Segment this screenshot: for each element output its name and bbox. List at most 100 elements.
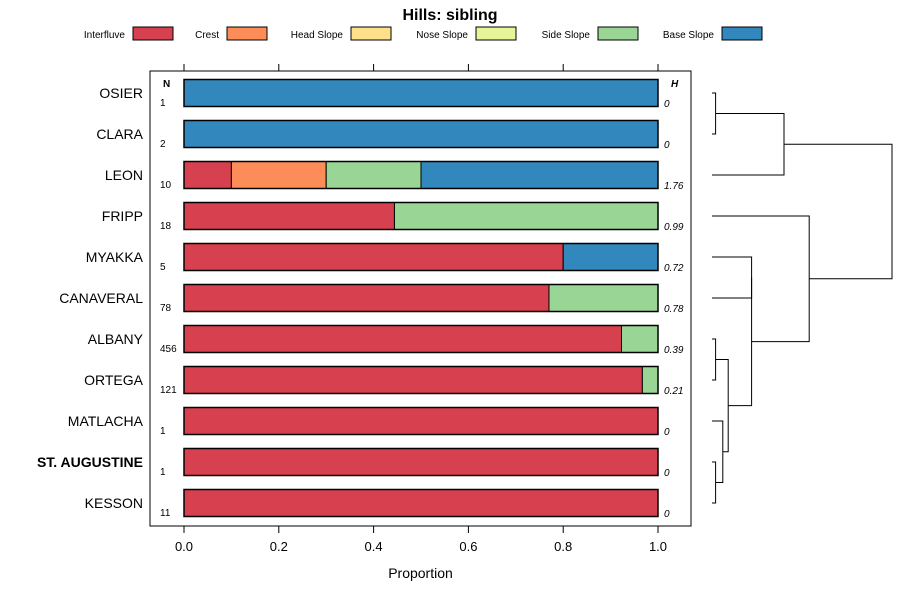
bar-segment-interfluve — [183, 284, 550, 312]
row-fripp: FRIPP 18 0.99 — [102, 201, 684, 233]
legend-label-side-slope: Side Slope — [542, 30, 591, 41]
dendrogram — [712, 92, 893, 504]
h-value: 0 — [664, 99, 670, 110]
row-st-augustine: ST. AUGUSTINE 1 0 — [37, 447, 670, 479]
bar-outline — [183, 201, 659, 231]
bar-outline — [183, 447, 659, 477]
category-label: LEON — [105, 167, 143, 183]
row-kesson: KESSON 11 0 — [85, 488, 670, 520]
plot-frame — [149, 70, 692, 527]
bar-segment-interfluve — [183, 407, 659, 435]
category-label: CLARA — [96, 126, 143, 142]
bar-segment-base-slope — [183, 79, 659, 107]
legend-swatch-interfluve — [132, 26, 174, 41]
dendrogram-link — [712, 92, 717, 135]
h-column-header: H — [671, 79, 679, 90]
category-label: MYAKKA — [86, 249, 144, 265]
category-label: ALBANY — [88, 331, 144, 347]
legend-label-interfluve: Interfluve — [84, 30, 126, 41]
row-matlacha: MATLACHA 1 0 — [68, 406, 670, 438]
row-osier: OSIER 1 0 — [99, 78, 670, 110]
n-value: 1 — [160, 98, 166, 109]
row-leon: LEON 10 1.76 — [105, 160, 684, 192]
category-label: MATLACHA — [68, 413, 144, 429]
bar-segment-side-slope — [393, 202, 659, 230]
n-column-header: N — [163, 79, 170, 90]
legend-label-nose-slope: Nose Slope — [416, 30, 468, 41]
dendrogram-link — [712, 256, 753, 299]
bar-outline — [183, 365, 659, 395]
bar-segment-interfluve — [183, 161, 232, 189]
dendrogram-link — [712, 338, 717, 381]
category-label: FRIPP — [102, 208, 143, 224]
bar-outline — [183, 406, 659, 436]
n-value: 10 — [160, 180, 172, 191]
n-value: 78 — [160, 303, 172, 314]
n-value: 18 — [160, 221, 172, 232]
legend-label-crest: Crest — [195, 30, 219, 41]
legend-swatch-nose-slope — [475, 26, 517, 41]
category-label: ORTEGA — [84, 372, 144, 388]
x-tick-label: 1.0 — [649, 539, 667, 554]
dendrogram-link — [712, 461, 717, 504]
h-value: 1.76 — [664, 181, 684, 192]
bar-outline — [183, 119, 659, 149]
row-albany: ALBANY 456 0.39 — [88, 324, 684, 356]
row-canaveral: CANAVERAL 78 0.78 — [59, 283, 684, 315]
category-label: CANAVERAL — [59, 290, 143, 306]
bar-segment-side-slope — [325, 161, 422, 189]
dendrogram-link — [712, 113, 785, 176]
category-label: KESSON — [85, 495, 143, 511]
n-value: 1 — [160, 467, 166, 478]
legend-swatch-head-slope — [350, 26, 392, 41]
top-axis-ticks — [183, 64, 659, 71]
legend: Interfluve Crest Head Slope Nose Slope Side … — [84, 26, 763, 41]
bar-outline — [183, 242, 659, 272]
dendrogram-link — [712, 420, 724, 483]
h-value: 0.78 — [664, 304, 684, 315]
n-value: 11 — [160, 508, 171, 519]
legend-swatch-base-slope — [721, 26, 763, 41]
bar-outline — [183, 78, 659, 108]
chart-title: Hills: sibling — [402, 7, 497, 24]
row-myakka: MYAKKA 5 0.72 — [86, 242, 684, 274]
n-value: 121 — [160, 385, 177, 396]
dendrogram-link — [715, 359, 729, 453]
legend-swatch-side-slope — [597, 26, 639, 41]
n-value: 1 — [160, 426, 166, 437]
row-clara: CLARA 2 0 — [96, 119, 670, 151]
bar-segment-side-slope — [548, 284, 659, 312]
bar-segment-interfluve — [183, 243, 564, 271]
bar-outline — [183, 324, 659, 354]
legend-swatch-crest — [226, 26, 268, 41]
n-value: 456 — [160, 344, 177, 355]
h-value: 0 — [664, 509, 670, 520]
n-value: 5 — [160, 262, 166, 273]
x-tick-label: 0.6 — [459, 539, 477, 554]
h-value: 0.21 — [664, 386, 683, 397]
category-label: OSIER — [99, 85, 143, 101]
legend-label-head-slope: Head Slope — [291, 30, 344, 41]
bar-outline — [183, 160, 659, 190]
dendrogram-link — [712, 215, 810, 343]
h-value: 0.99 — [664, 222, 684, 233]
x-tick-label: 0.0 — [175, 539, 193, 554]
bar-segment-interfluve — [183, 448, 659, 476]
legend-label-base-slope: Base Slope — [663, 30, 715, 41]
bar-segment-interfluve — [183, 325, 623, 353]
bar-segment-base-slope — [420, 161, 659, 189]
bar-segment-side-slope — [621, 325, 659, 353]
x-axis-label: Proportion — [388, 565, 453, 581]
h-value: 0.39 — [664, 345, 684, 356]
h-value: 0 — [664, 427, 670, 438]
bar-outline — [183, 283, 659, 313]
bar-segment-interfluve — [183, 489, 659, 517]
bar-segment-base-slope — [183, 120, 659, 148]
h-value: 0 — [664, 468, 670, 479]
dendrogram-link — [784, 143, 893, 280]
x-tick-label: 0.2 — [270, 539, 288, 554]
bar-segment-crest — [230, 161, 327, 189]
category-label: ST. AUGUSTINE — [37, 454, 143, 470]
